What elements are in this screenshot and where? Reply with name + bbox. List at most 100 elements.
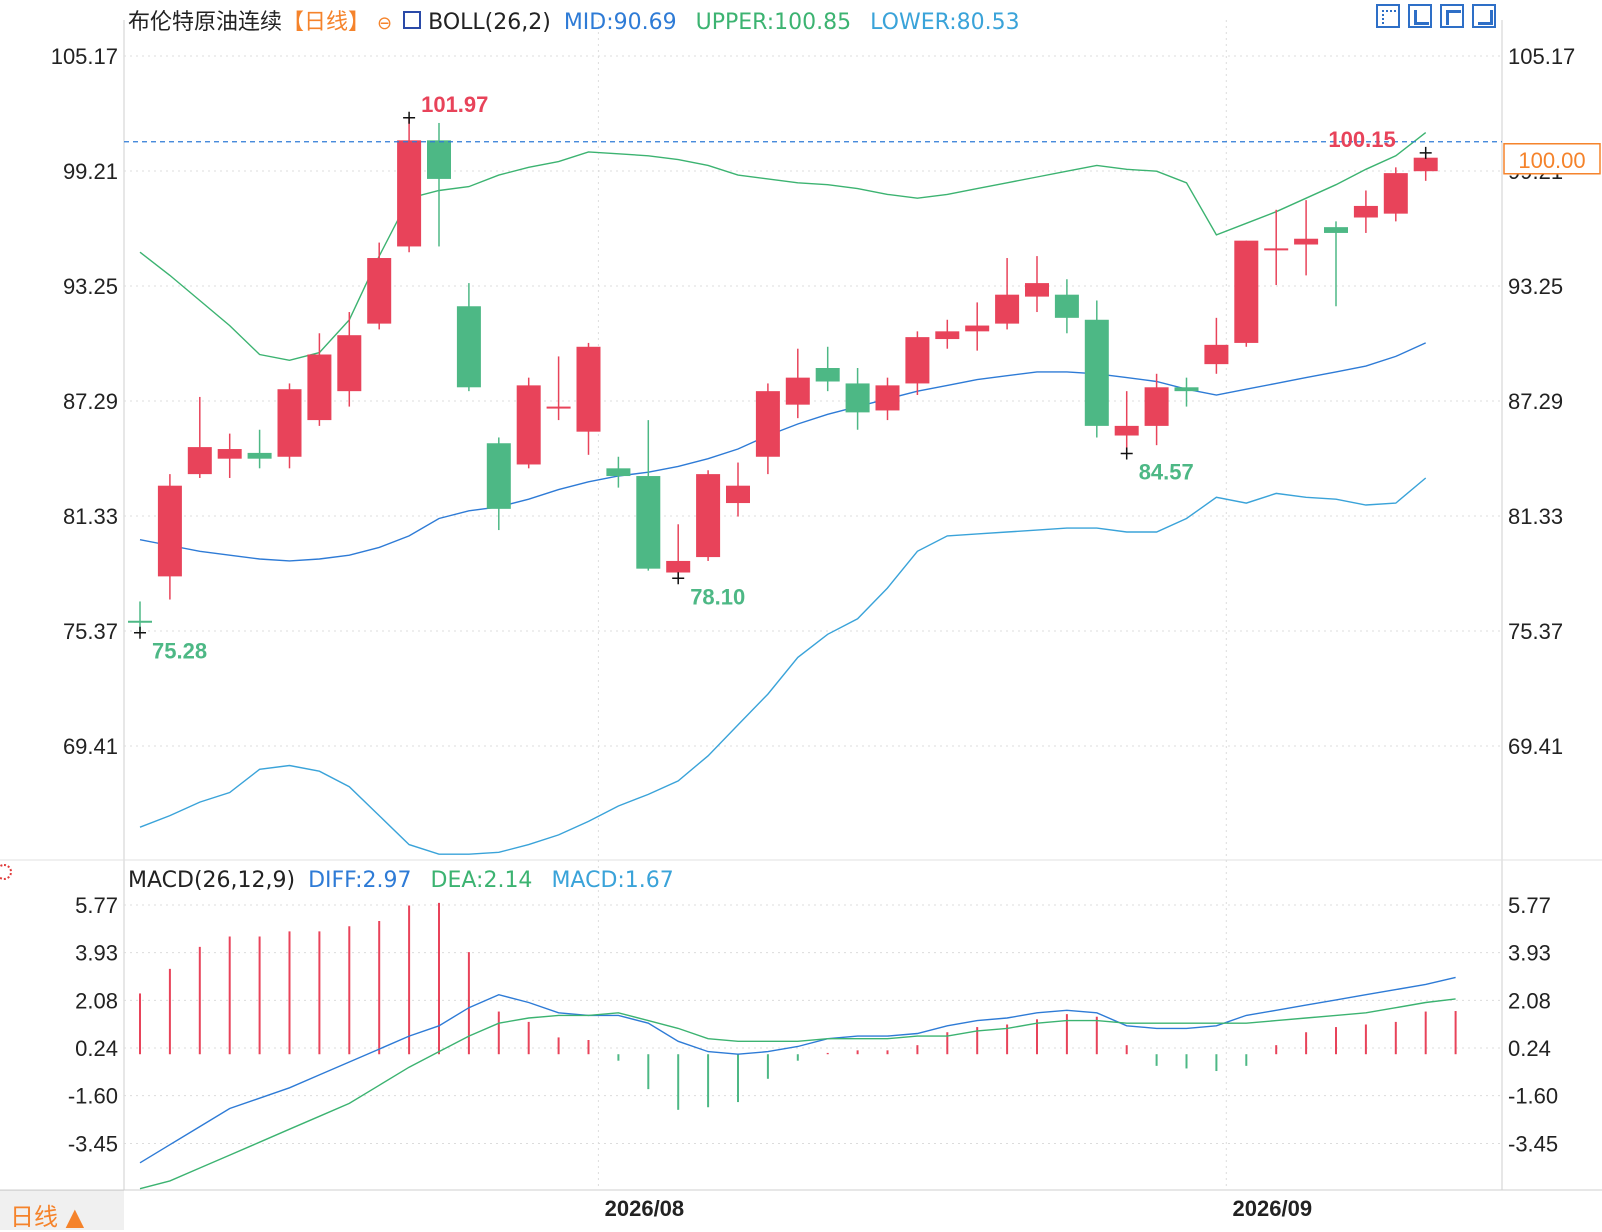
candle-body[interactable] (157, 485, 182, 577)
candle-body[interactable] (755, 391, 780, 457)
extreme-marker-icon (1120, 447, 1133, 460)
high-label: 100.15 (1328, 127, 1395, 152)
candle-body[interactable] (397, 140, 422, 247)
price-tick-right: 87.29 (1508, 389, 1563, 414)
candle-body[interactable] (1174, 387, 1199, 392)
zoom-in-icon[interactable] (1440, 4, 1464, 28)
price-tick-left: 87.29 (63, 389, 118, 414)
candle-body[interactable] (486, 443, 511, 509)
candle-body[interactable] (307, 354, 332, 421)
candle-body[interactable] (1234, 240, 1259, 343)
candle-body[interactable] (1294, 238, 1319, 245)
extreme-marker-icon (403, 111, 416, 124)
macd-tick-right: 5.77 (1508, 893, 1551, 918)
candle-body[interactable] (1353, 205, 1378, 218)
candle-body[interactable] (128, 620, 152, 623)
macd-tick-right: 3.93 (1508, 941, 1551, 966)
period-label[interactable]: 【日线】 (282, 10, 371, 35)
low-label: 78.10 (690, 584, 745, 609)
candle-body[interactable] (1084, 319, 1109, 426)
candle-body[interactable] (337, 335, 362, 392)
candle-body[interactable] (905, 337, 930, 384)
boll-lower-line (139, 477, 1427, 855)
candle-body[interactable] (965, 325, 990, 332)
candle-body[interactable] (187, 447, 212, 475)
candle-body[interactable] (217, 449, 242, 459)
boll-mid: MID:90.69 (563, 10, 677, 35)
candle-body[interactable] (1264, 248, 1289, 251)
candle-body[interactable] (247, 452, 272, 459)
instrument-title: 布伦特原油连续 (128, 10, 283, 35)
low-label: 84.57 (1139, 459, 1194, 484)
boll-upper-line (139, 132, 1427, 362)
candle-body[interactable] (666, 560, 691, 573)
macd-name[interactable]: MACD(26,12,9) (128, 868, 296, 893)
chart-indicator-icon[interactable] (403, 11, 422, 29)
low-label: 75.28 (152, 639, 207, 664)
candle-body[interactable] (995, 294, 1020, 324)
crosshair-icon[interactable] (1376, 4, 1400, 28)
candle-body[interactable] (606, 468, 631, 477)
candle-body[interactable] (367, 258, 392, 324)
candle-body[interactable] (636, 476, 661, 569)
macd-tick-left: -1.60 (68, 1084, 118, 1109)
candle-body[interactable] (875, 385, 900, 411)
candle-body[interactable] (1025, 283, 1049, 297)
boll-lower: LOWER:80.53 (870, 10, 1020, 35)
price-tick-left: 105.17 (51, 44, 118, 69)
macd-value: MACD:1.67 (551, 868, 674, 893)
macd-tick-left: 5.77 (75, 893, 118, 918)
current-price-label: 100.00 (1518, 148, 1585, 173)
macd-tick-left: -3.45 (68, 1131, 118, 1156)
macd-tick-left: 3.93 (75, 941, 118, 966)
candle-body[interactable] (696, 474, 721, 558)
macd-dea: DEA:2.14 (430, 868, 533, 893)
extreme-marker-icon (134, 626, 146, 639)
price-tick-left: 93.25 (63, 274, 118, 299)
candle-body[interactable] (1144, 387, 1169, 426)
candle-body[interactable] (1114, 425, 1139, 436)
macd-tick-right: -3.45 (1508, 1131, 1558, 1156)
price-tick-left: 81.33 (63, 504, 118, 529)
price-tick-right: 75.37 (1508, 619, 1563, 644)
boll-mid-line (139, 342, 1426, 562)
price-tick-right: 69.41 (1508, 734, 1563, 759)
candle-body[interactable] (277, 389, 302, 457)
candle-body[interactable] (1413, 157, 1438, 172)
remove-indicator-icon[interactable]: ⊖ (377, 13, 393, 34)
current-price-box (1503, 143, 1601, 175)
macd-tick-left: 0.24 (75, 1036, 118, 1061)
indicator-settings-icon[interactable] (0, 864, 12, 880)
candle-body[interactable] (935, 331, 960, 340)
price-tick-right: 81.33 (1508, 504, 1563, 529)
zoom-out-icon[interactable] (1408, 4, 1432, 28)
date-tick-label: 2026/09 (1233, 1196, 1313, 1221)
extreme-marker-icon (1419, 146, 1432, 159)
macd-diff-line (139, 976, 1456, 1164)
date-tick-label: 2026/08 (605, 1196, 685, 1221)
price-tick-left: 99.21 (63, 159, 118, 184)
price-tick-left: 75.37 (63, 619, 118, 644)
move-right-icon[interactable] (1472, 4, 1496, 28)
period-switch-button[interactable]: 日线 ▲ (0, 1190, 124, 1231)
candle-body[interactable] (427, 140, 451, 179)
boll-name[interactable]: BOLL(26,2) (428, 10, 551, 35)
candle-body[interactable] (1324, 227, 1348, 233)
candle-body[interactable] (1054, 294, 1079, 318)
candle-body[interactable] (726, 485, 750, 504)
macd-tick-right: -1.60 (1508, 1084, 1558, 1109)
price-tick-right: 105.17 (1508, 44, 1575, 69)
candle-body[interactable] (785, 377, 810, 405)
candle-body[interactable] (456, 306, 481, 388)
candle-body[interactable] (1383, 173, 1408, 214)
candle-body[interactable] (516, 385, 541, 465)
candle-body[interactable] (546, 406, 571, 409)
candle-body[interactable] (1204, 344, 1229, 365)
candle-body[interactable] (815, 368, 840, 382)
price-tick-right: 93.25 (1508, 274, 1563, 299)
macd-tick-left: 2.08 (75, 988, 118, 1013)
candle-body[interactable] (845, 383, 870, 413)
candle-body[interactable] (576, 346, 601, 432)
macd-tick-right: 0.24 (1508, 1036, 1551, 1061)
